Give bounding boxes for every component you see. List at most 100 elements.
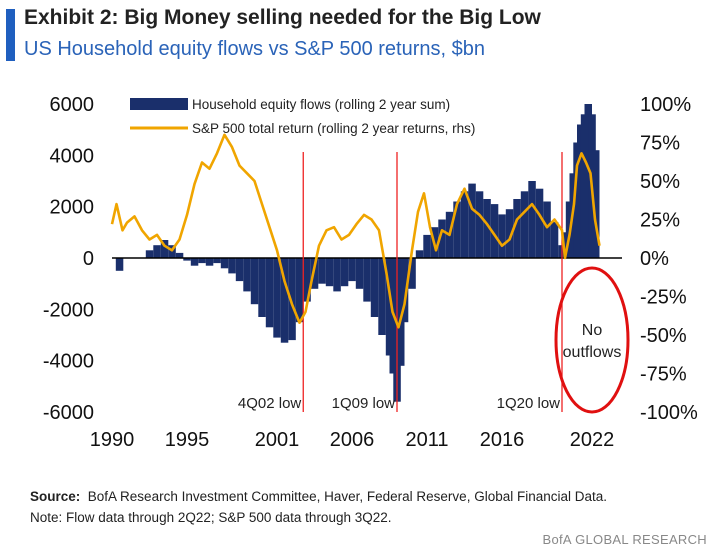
flow-bar [250, 258, 259, 305]
flow-bar [513, 199, 521, 258]
x-tick-label: 2016 [480, 429, 525, 451]
y-tick-label: 4000 [50, 145, 95, 167]
source-label: Source: [30, 489, 81, 504]
flow-bar [400, 258, 409, 323]
flow-bar [543, 201, 551, 258]
combo-chart: 4Q02 low 1Q09 low 1Q20 low 6000 4000 2000 0 -20… [43, 94, 698, 451]
flow-bar [213, 258, 221, 264]
y2-tick-label: -25% [640, 287, 687, 309]
y2-tick-label: 50% [640, 171, 680, 193]
event-line-label: 1Q09 low [332, 395, 396, 412]
flow-bar [415, 250, 424, 258]
legend-line-label: S&P 500 total return (rolling 2 year ret… [192, 121, 475, 136]
legend-bar-label: Household equity flows (rolling 2 year s… [192, 97, 450, 112]
flow-bar [310, 258, 319, 289]
flow-bar [160, 240, 169, 258]
flow-bar [318, 258, 326, 284]
flow-bar [460, 191, 469, 258]
y2-tick-label: 75% [640, 133, 680, 155]
flow-bar [340, 258, 349, 287]
flow-bar [295, 258, 304, 323]
y2-tick-label: -50% [640, 325, 687, 347]
flow-bar [550, 222, 559, 258]
flow-bar [348, 258, 356, 282]
event-line-label: 4Q02 low [238, 395, 302, 412]
flow-bar [325, 258, 334, 287]
flow-bar [397, 258, 405, 366]
sp500-return-line [110, 133, 601, 329]
callout-text-line2: outflows [563, 344, 622, 361]
flow-bar [363, 258, 371, 302]
flow-bar [468, 183, 476, 258]
flow-bar [175, 252, 184, 258]
y2-tick-label: 0% [640, 248, 669, 270]
flow-bar [592, 150, 600, 258]
flow-bar [190, 258, 199, 266]
flow-bar [490, 204, 499, 258]
flow-bar [423, 234, 431, 258]
flow-bar [370, 258, 379, 317]
x-tick-label: 2011 [405, 429, 448, 451]
y-tick-label: -4000 [43, 351, 94, 373]
flow-bar [584, 104, 592, 258]
flow-bar [288, 258, 296, 341]
flow-bar [303, 258, 311, 302]
flow-bar [198, 258, 206, 264]
chart-subtitle: US Household equity flows vs S&P 500 ret… [24, 38, 485, 60]
event-line-label: 1Q20 low [497, 395, 561, 412]
flow-bar [168, 245, 176, 258]
flow-bar [355, 258, 364, 289]
flow-bar [228, 258, 236, 274]
flow-bar [235, 258, 244, 282]
y-tick-label: -6000 [43, 402, 94, 424]
flow-bar [498, 214, 506, 258]
x-tick-label: 2001 [255, 429, 300, 451]
flow-bar [205, 258, 214, 266]
brand-label: BofA GLOBAL RESEARCH [542, 532, 707, 547]
flow-bar [258, 258, 266, 317]
flow-bar [453, 201, 461, 258]
flow-bar [153, 245, 161, 258]
callout-text-line1: No [582, 322, 603, 339]
flow-bar [265, 258, 274, 328]
source-text: BofA Research Investment Committee, Have… [87, 489, 608, 504]
flow-bar [520, 191, 529, 258]
flow-bar [243, 258, 251, 292]
flow-bar [333, 258, 341, 292]
legend-bar-swatch [130, 98, 188, 110]
x-tick-label: 1990 [90, 429, 135, 451]
flow-bar [475, 191, 484, 258]
flow-bar [280, 258, 289, 343]
chart-header: Exhibit 2: Big Money selling needed for … [0, 0, 717, 70]
source-line: Source: BofA Research Investment Committ… [30, 486, 607, 507]
y-tick-label: 0 [83, 248, 94, 270]
x-tick-label: 2006 [330, 429, 375, 451]
title-accent-bar [6, 9, 15, 61]
y-tick-label: -2000 [43, 299, 94, 321]
y2-tick-label: -75% [640, 364, 687, 386]
flow-bar [535, 188, 544, 258]
chart-title: Exhibit 2: Big Money selling needed for … [24, 6, 541, 29]
flow-bar [562, 232, 570, 258]
y-tick-label: 2000 [50, 197, 95, 219]
flow-bar [115, 258, 124, 271]
flow-bar [220, 258, 229, 269]
flow-bar [183, 258, 191, 261]
no-outflows-circle [554, 266, 630, 414]
x-tick-label: 2022 [570, 429, 615, 451]
note-line: Note: Flow data through 2Q22; S&P 500 da… [30, 510, 392, 525]
flow-bar [505, 209, 514, 258]
y2-tick-label: 25% [640, 210, 680, 232]
y2-tick-label: 100% [640, 94, 691, 116]
chart-footer: Source: BofA Research Investment Committ… [30, 486, 607, 528]
flow-bar [378, 258, 386, 335]
flow-bar [528, 181, 536, 258]
flow-bar [438, 219, 446, 258]
flow-bar [408, 258, 416, 289]
x-tick-label: 1995 [165, 429, 210, 451]
flow-bar [483, 199, 491, 258]
flow-bar [145, 250, 154, 258]
flow-bar [577, 124, 585, 258]
y2-tick-label: -100% [640, 402, 698, 424]
flow-bar [273, 258, 281, 338]
